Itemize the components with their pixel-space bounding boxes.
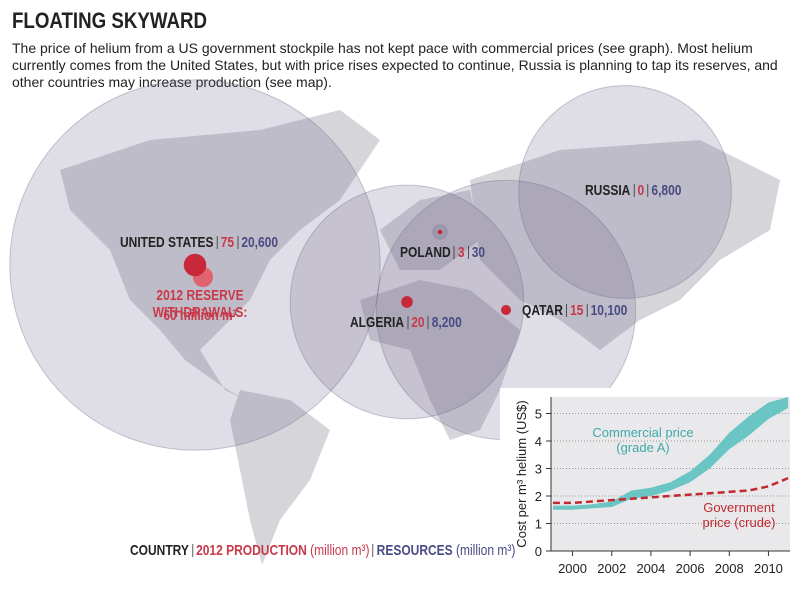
x-tick-label: 2000 [558,561,587,576]
south-america [230,390,330,565]
resource-circle [518,85,732,299]
legend-production: 2012 PRODUCTION [196,542,307,559]
y-tick-label: 1 [535,517,542,532]
separator [633,184,635,197]
withdrawals-value: 60 million m³ [163,307,237,324]
commercial-band [552,397,789,510]
resources-label: 10,100 [590,302,628,319]
y-tick-label: 2 [535,489,542,504]
resources-label: 30 [471,244,486,261]
x-tick-label: 2008 [715,561,744,576]
country-label: QATAR 15 10,100 [522,302,627,319]
country-name: QATAR [522,302,563,319]
x-tick-label: 2002 [597,561,626,576]
intro-text: The price of helium from a US government… [12,40,778,90]
north-america [60,110,380,400]
title: FLOATING SKYWARD [12,8,207,33]
separator [467,246,469,259]
separator [216,236,218,249]
legend-production-unit: (million m³) [310,542,370,559]
legend-resources-unit: (million m³) [456,542,516,559]
x-tick-label: 2004 [636,561,665,576]
production-dot [500,304,512,316]
country-label: POLAND 3 30 [400,244,485,261]
y-tick-label: 4 [535,434,542,449]
production-dot [437,229,443,235]
production-label: 75 [220,234,235,251]
production-dot [401,296,413,308]
resources-label: 8,200 [431,314,462,331]
legend-country: COUNTRY [130,542,189,559]
country-name: POLAND [400,244,451,261]
y-tick-label: 3 [535,462,542,477]
separator [566,304,567,317]
europe [380,190,480,270]
continents [60,110,780,565]
government-line [552,476,789,505]
series-label: Commercial price (grade A) [592,425,694,455]
legend-resources: RESOURCES [376,542,453,559]
country-label: UNITED STATES 75 20,600 [120,234,278,251]
y-tick-label: 5 [535,407,542,422]
country-name: RUSSIA [585,182,631,199]
asia [470,140,780,350]
separator [586,304,588,317]
country-label: ALGERIA 20 8,200 [350,314,462,331]
separator [453,246,455,259]
separator [237,236,239,249]
resources-label: 6,800 [651,182,682,199]
production-label: 20 [411,314,425,331]
country-name: UNITED STATES [120,234,214,251]
production-dot [183,253,207,277]
separator [647,184,649,197]
x-tick-label: 2010 [754,561,783,576]
production-label: 15 [570,302,584,319]
production-label: 3 [457,244,465,261]
resources-label: 20,600 [241,234,279,251]
withdrawals-label: 2012 RESERVE WITHDRAWALS: [152,287,248,321]
series-label: Government price (crude) [702,500,776,530]
production-label: 0 [637,182,645,199]
country-name: ALGERIA [350,314,404,331]
x-tick-label: 2006 [676,561,705,576]
y-axis-title: Cost per m³ helium (US$) [514,400,529,547]
separator [407,316,408,329]
legend: COUNTRY 2012 PRODUCTION (million m³) RES… [130,542,515,559]
y-tick-label: 0 [535,544,542,559]
country-label: RUSSIA 0 6,800 [585,182,681,199]
africa [360,280,520,440]
separator [427,316,429,329]
